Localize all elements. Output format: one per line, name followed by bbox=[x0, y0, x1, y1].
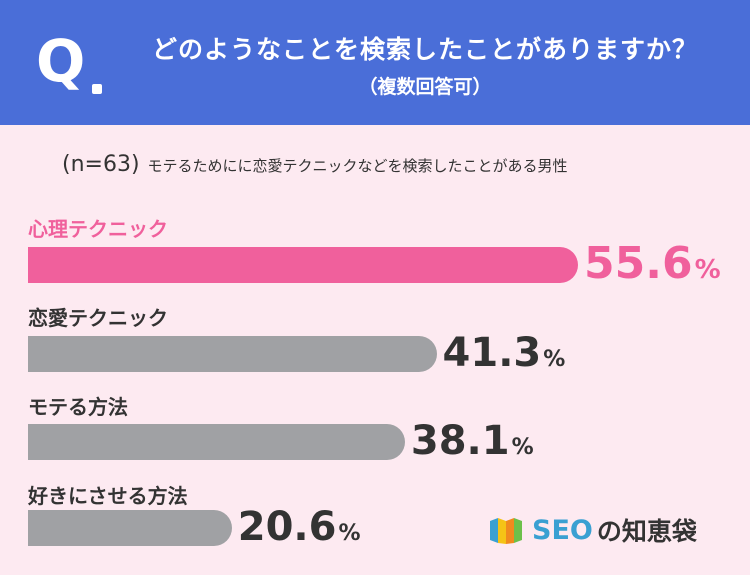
value-number-3: 20.6 bbox=[237, 504, 337, 550]
value-number-2: 38.1 bbox=[410, 418, 510, 464]
question-subtitle: （複数回答可） bbox=[358, 76, 492, 98]
category-label-2: モテる方法 bbox=[28, 395, 128, 419]
category-label-1: 恋愛テクニック bbox=[28, 306, 168, 330]
logo-suffix: の知恵袋 bbox=[596, 517, 697, 546]
value-unit-0: % bbox=[694, 255, 721, 285]
category-label-0: 心理テクニック bbox=[28, 217, 168, 241]
bar-0 bbox=[28, 247, 578, 283]
book-icon bbox=[490, 518, 522, 544]
question-title: どのようなことを検索したことがありますか？ bbox=[151, 35, 698, 64]
q-mark: Q bbox=[36, 27, 86, 95]
q-dot-icon bbox=[92, 84, 102, 94]
sample-size: (n=63) bbox=[62, 152, 140, 177]
value-number-0: 55.6 bbox=[584, 238, 693, 289]
logo-brand: SEO bbox=[532, 514, 593, 546]
value-unit-3: % bbox=[338, 521, 361, 546]
value-unit-2: % bbox=[511, 435, 534, 460]
sample-info: (n=63) モテるためにに恋愛テクニックなどを検索したことがある男性 bbox=[62, 152, 568, 177]
question-header: Q どのようなことを検索したことがありますか？ （複数回答可） bbox=[0, 0, 750, 125]
value-label-0: 55.6% bbox=[584, 242, 721, 286]
bar-1 bbox=[28, 336, 437, 372]
value-number-1: 41.3 bbox=[442, 330, 542, 376]
value-label-1: 41.3% bbox=[443, 333, 566, 373]
value-label-2: 38.1% bbox=[411, 421, 534, 461]
bar-2 bbox=[28, 424, 405, 460]
value-unit-1: % bbox=[543, 347, 566, 372]
value-label-3: 20.6% bbox=[238, 507, 361, 547]
bar-3 bbox=[28, 510, 232, 546]
brand-logo: SEO の知恵袋 bbox=[488, 513, 697, 547]
category-label-3: 好きにさせる方法 bbox=[28, 484, 188, 508]
sample-description: モテるためにに恋愛テクニックなどを検索したことがある男性 bbox=[147, 157, 568, 175]
